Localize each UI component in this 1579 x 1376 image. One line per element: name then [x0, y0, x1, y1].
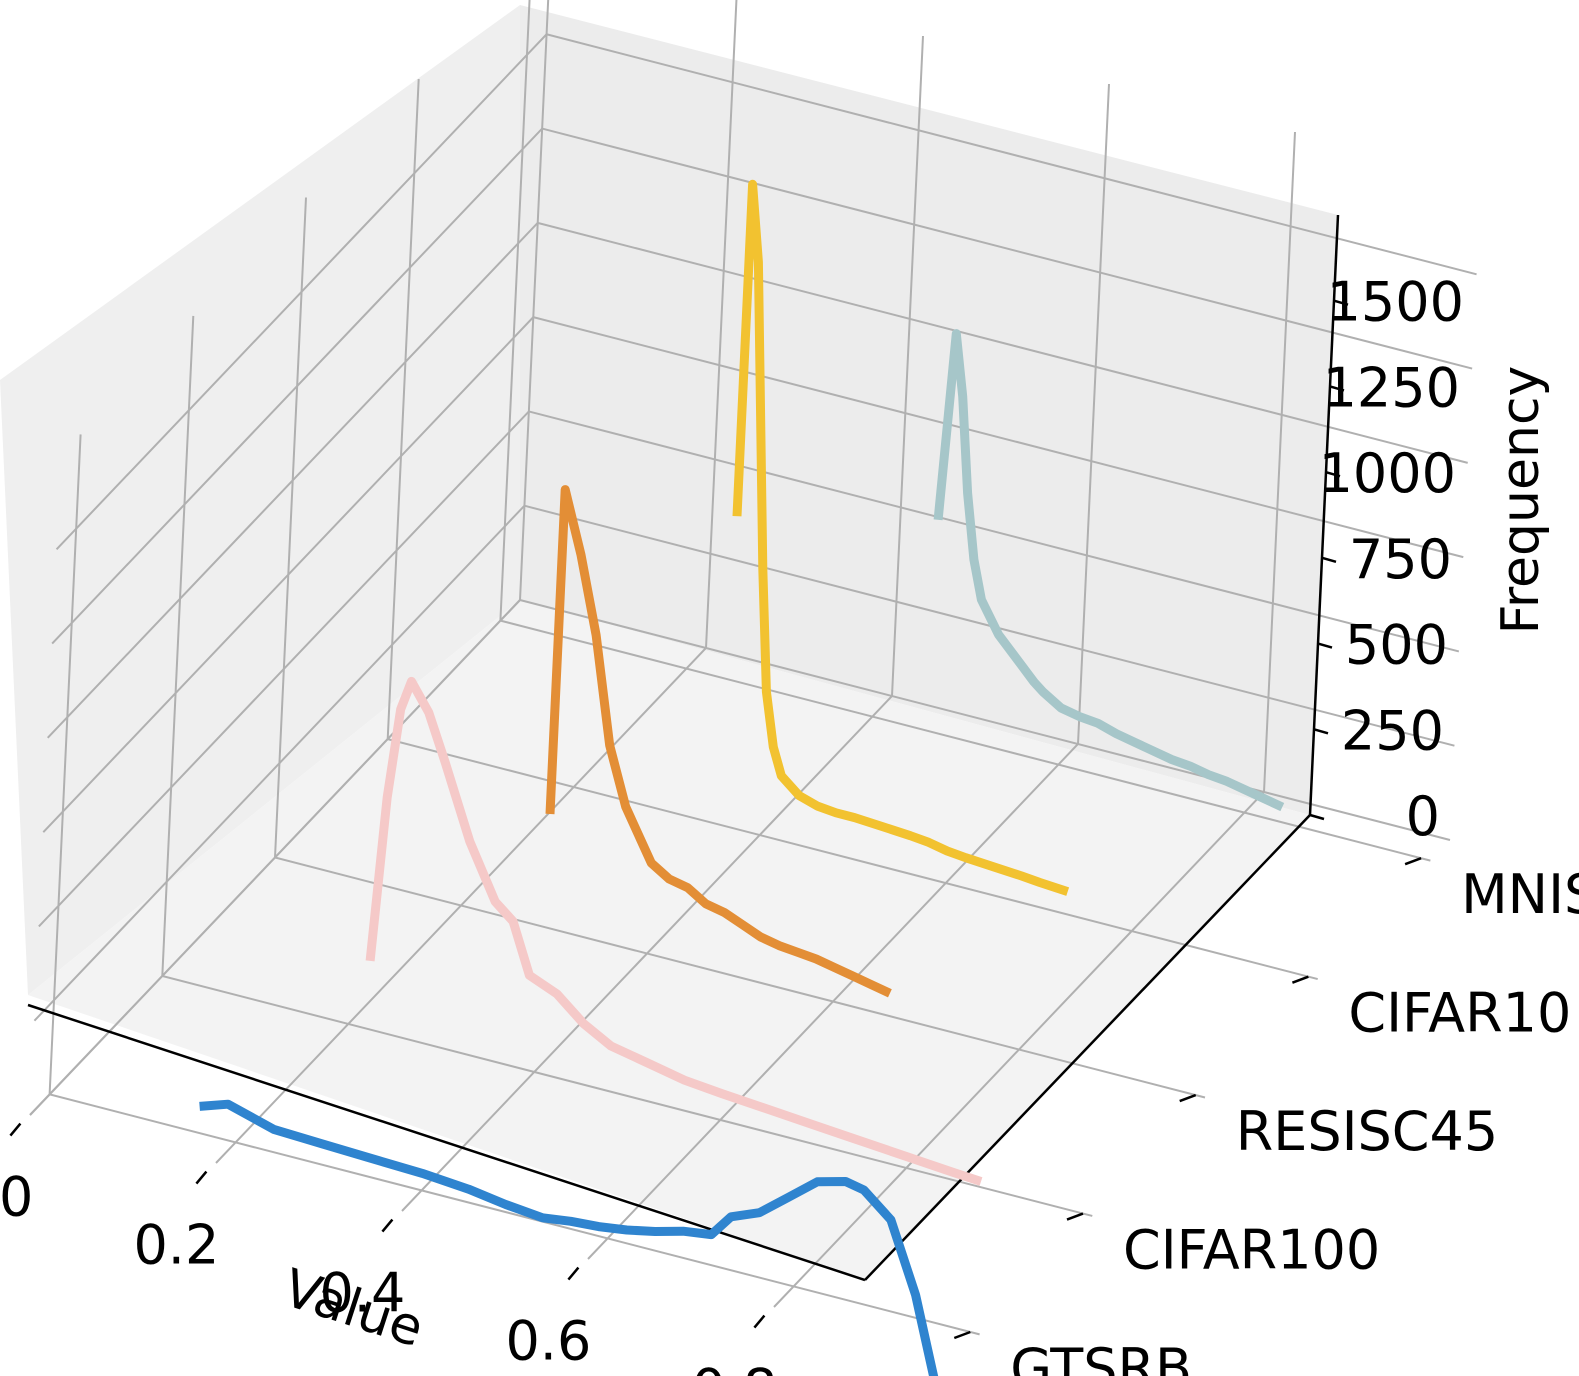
series — [199, 179, 1285, 1376]
z-tick-label: 0 — [1406, 785, 1440, 848]
z-tick-label: 750 — [1349, 528, 1452, 591]
cat-tick-CIFAR10 — [1291, 975, 1309, 984]
series-line-cifar10 — [732, 179, 1070, 896]
z-axis-line — [1308, 214, 1340, 816]
left-pane — [0, 5, 520, 995]
category-label-gtsrb: GTSRB — [1010, 1337, 1192, 1376]
z-tick-250 — [1313, 728, 1329, 735]
x-tick-label: 0.0 — [0, 1166, 33, 1229]
x-tick-label: 0.6 — [505, 1310, 591, 1373]
x-tick-0.0 — [9, 1122, 22, 1137]
grid-z-1250 — [51, 127, 1473, 645]
z-tick-label: 250 — [1341, 699, 1444, 762]
grid-z-1500 — [55, 33, 1477, 550]
grid-lines — [29, 0, 1477, 1336]
x-tick-0.8 — [753, 1314, 766, 1329]
series-line-mnist — [933, 329, 1285, 812]
z-tick-1000 — [1325, 470, 1341, 478]
x-tick-0.6 — [567, 1266, 580, 1281]
series-line-cifar100 — [365, 676, 983, 1186]
axes — [27, 214, 1340, 1282]
z-tick-1500 — [1333, 299, 1349, 306]
grid-z-0 — [29, 598, 1451, 1116]
back-pane — [520, 5, 1338, 815]
cat-tick-CIFAR100 — [1066, 1212, 1084, 1221]
grid-z-1000 — [46, 221, 1468, 739]
ticks: 0.00.20.40.60.8GTSRBCIFAR100RESISC45CIFA… — [0, 271, 1579, 1376]
grid-z-500 — [38, 410, 1460, 928]
grid-z-750 — [42, 316, 1464, 833]
series-line-resisc45 — [545, 485, 892, 998]
category-label-cifar100: CIFAR100 — [1123, 1219, 1380, 1282]
z-tick-label: 500 — [1345, 614, 1448, 677]
z-tick-750 — [1321, 556, 1337, 564]
x-tick-label: 0.2 — [133, 1214, 219, 1277]
x-tick-0.2 — [195, 1170, 208, 1185]
x-tick-label: 0.4 — [319, 1262, 405, 1325]
category-label-mnist: MNIST — [1461, 863, 1579, 926]
y-axis-line — [864, 814, 1311, 1281]
z-tick-label: 1250 — [1323, 356, 1460, 419]
z-tick-0 — [1309, 813, 1325, 821]
category-label-resisc45: RESISC45 — [1236, 1100, 1499, 1163]
grid-z-250 — [33, 504, 1455, 1022]
panes — [0, 5, 1338, 1280]
x-tick-label: 0.8 — [691, 1358, 777, 1376]
x-tick-0.4 — [381, 1218, 394, 1233]
series-line-gtsrb — [199, 1099, 939, 1376]
z-tick-1250 — [1329, 385, 1345, 392]
cat-tick-RESISC45 — [1179, 1093, 1197, 1103]
cat-tick-MNIST — [1404, 857, 1422, 866]
z-axis-title: Frequency — [1491, 366, 1551, 635]
floor-pane — [28, 600, 1310, 1280]
x-axis-line — [27, 1003, 866, 1282]
z-tick-500 — [1317, 642, 1333, 649]
category-label-cifar10: CIFAR10 — [1348, 982, 1571, 1045]
cat-tick-GTSRB — [953, 1330, 971, 1340]
z-tick-label: 1500 — [1327, 271, 1464, 334]
z-tick-label: 1000 — [1319, 442, 1456, 505]
